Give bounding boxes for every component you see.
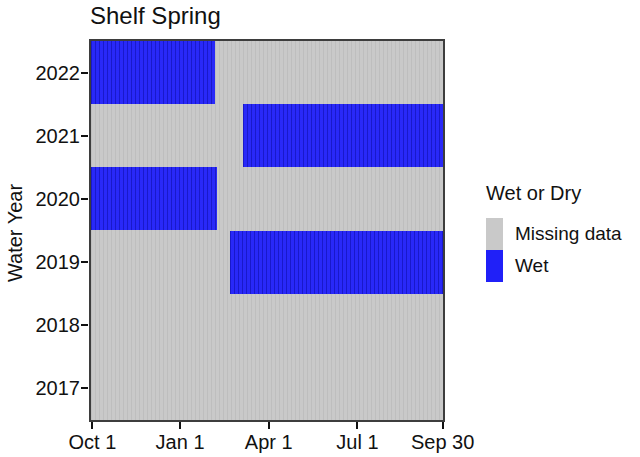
- legend: Wet or Dry Missing data Wet: [486, 182, 622, 282]
- legend-item: Missing data: [486, 218, 622, 250]
- legend-items: Missing data Wet: [486, 218, 622, 282]
- legend-swatch-missing: [486, 218, 503, 250]
- chart-title: Shelf Spring: [90, 2, 221, 30]
- chart-canvas: Shelf Spring Water Year 2022 2021 2020 2019…: [0, 0, 640, 457]
- y-tick-mark: [81, 72, 88, 74]
- x-tick-label-Sep-30: Sep 30: [411, 431, 474, 454]
- y-tick-mark: [81, 198, 88, 200]
- y-tick-mark: [81, 261, 88, 263]
- y-tick-mark: [81, 324, 88, 326]
- y-tick-label-2020: 2020: [18, 188, 80, 210]
- y-tick-label-2018: 2018: [18, 314, 80, 336]
- y-tick-label-2019: 2019: [18, 251, 80, 273]
- x-tick-label-Jul-1: Jul 1: [336, 431, 378, 454]
- legend-item-label: Wet: [515, 255, 548, 277]
- x-tick-mark: [268, 422, 270, 429]
- x-tick-mark: [356, 422, 358, 429]
- plot-area: [89, 39, 445, 422]
- legend-item-label: Missing data: [515, 223, 622, 245]
- wet-bar-2019: [230, 231, 443, 294]
- x-tick-label-Jan-1: Jan 1: [156, 431, 205, 454]
- wet-bar-2022: [91, 41, 215, 104]
- wet-bar-2020: [91, 167, 217, 230]
- x-tick-mark: [179, 422, 181, 429]
- y-tick-mark: [81, 387, 88, 389]
- y-axis-title: Water Year: [4, 133, 30, 333]
- y-tick-label-2021: 2021: [18, 125, 80, 147]
- x-tick-mark: [91, 422, 93, 429]
- x-tick-label-Apr-1: Apr 1: [245, 431, 293, 454]
- y-tick-label-2022: 2022: [18, 62, 80, 84]
- wet-bar-2021: [243, 104, 443, 167]
- legend-item: Wet: [486, 250, 622, 282]
- x-tick-mark: [442, 422, 444, 429]
- y-tick-label-2017: 2017: [18, 377, 80, 399]
- x-tick-label-Oct-1: Oct 1: [69, 431, 117, 454]
- y-tick-mark: [81, 135, 88, 137]
- legend-swatch-wet: [486, 250, 503, 282]
- legend-title: Wet or Dry: [486, 182, 622, 205]
- tile-grid: [91, 41, 443, 420]
